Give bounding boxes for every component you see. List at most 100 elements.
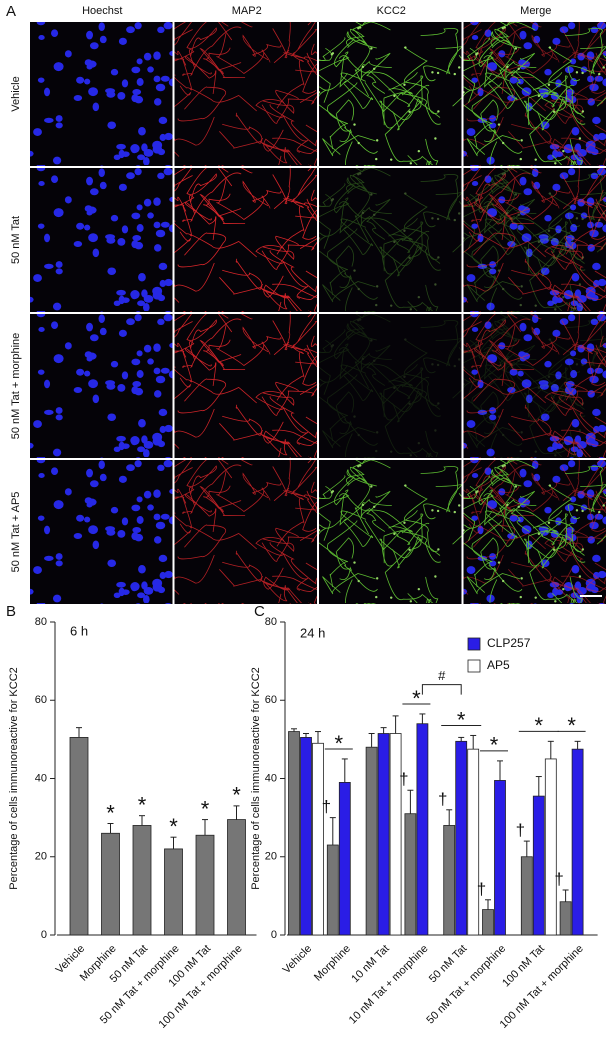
dagger: † xyxy=(399,770,408,789)
channel xyxy=(463,460,606,604)
bar xyxy=(494,780,506,936)
channel xyxy=(463,314,606,458)
y-tick-label: 20 xyxy=(35,851,47,863)
y-axis-label: Percentage of cells immunoreactive for K… xyxy=(8,667,20,890)
bar xyxy=(300,737,312,936)
x-tick-label: 10 nM Tat + morphine xyxy=(347,943,431,1027)
dagger: † xyxy=(554,869,563,888)
micrograph xyxy=(30,314,173,458)
channel xyxy=(30,314,173,458)
y-tick-label: 40 xyxy=(265,772,277,784)
column-header: KCC2 xyxy=(377,5,406,17)
significance-star: * xyxy=(490,733,499,758)
significance-star: * xyxy=(457,707,466,732)
row-label: 50 nM Tat + AP5 xyxy=(10,492,22,573)
bar xyxy=(404,813,417,936)
micrograph xyxy=(319,22,462,166)
channel xyxy=(319,22,462,166)
dagger: † xyxy=(438,789,447,808)
significance-star: * xyxy=(169,814,178,839)
row-label: 50 nM Tat + morphine xyxy=(10,333,22,440)
micrograph xyxy=(174,22,317,166)
bar xyxy=(312,742,324,936)
bar xyxy=(532,795,545,936)
channel xyxy=(30,168,173,312)
bar xyxy=(132,825,152,936)
channel xyxy=(463,168,606,312)
micrograph xyxy=(174,168,317,312)
panel-label: A xyxy=(6,3,16,20)
micrograph xyxy=(463,314,606,458)
column-header: Hoechst xyxy=(82,5,122,17)
bar xyxy=(455,740,468,936)
bar xyxy=(69,737,89,936)
micrograph xyxy=(319,460,462,604)
y-tick-label: 0 xyxy=(41,929,47,941)
channel xyxy=(174,22,317,166)
row-label: 50 nM Tat xyxy=(10,216,22,264)
y-axis-label: Percentage of cells immunoreactive for K… xyxy=(250,667,262,890)
y-tick-label: 20 xyxy=(265,851,277,863)
y-tick-label: 0 xyxy=(271,929,277,941)
panel-label: C xyxy=(254,603,265,620)
bar xyxy=(571,748,584,936)
bar xyxy=(544,758,557,936)
bar xyxy=(377,733,390,936)
micrograph xyxy=(463,460,606,604)
time-label: 6 h xyxy=(70,623,88,638)
channel xyxy=(319,314,462,458)
micrograph xyxy=(463,22,606,166)
micrograph xyxy=(319,314,462,458)
channel xyxy=(174,314,317,458)
x-tick-label: Vehicle xyxy=(281,943,315,977)
bar xyxy=(195,834,215,936)
column-header: Merge xyxy=(520,5,551,17)
channel xyxy=(30,22,173,166)
bar xyxy=(338,782,351,936)
dagger: † xyxy=(516,821,525,840)
legend-label: CLP257 xyxy=(487,636,531,650)
significance-star: * xyxy=(412,686,421,711)
channel xyxy=(174,460,317,604)
significance-star: * xyxy=(232,783,241,808)
bar xyxy=(389,733,402,936)
significance-star: * xyxy=(201,796,210,821)
channel xyxy=(319,168,462,312)
bar xyxy=(101,832,120,936)
channel xyxy=(30,460,173,604)
channel xyxy=(174,168,317,312)
bar xyxy=(520,856,533,936)
significance-star: * xyxy=(535,713,544,738)
micrograph xyxy=(174,460,317,604)
bar xyxy=(416,723,429,936)
bar xyxy=(365,746,378,936)
y-tick-label: 60 xyxy=(35,694,47,706)
legend-swatch xyxy=(467,637,481,651)
micrograph xyxy=(319,168,462,312)
bar xyxy=(288,731,300,936)
micrograph xyxy=(30,22,173,166)
x-tick-label: 50 nM Tat + morphine xyxy=(424,943,508,1027)
panel-label: B xyxy=(6,603,16,620)
y-tick-label: 80 xyxy=(35,616,47,628)
y-tick-label: 40 xyxy=(35,772,47,784)
micrograph xyxy=(30,168,173,312)
y-tick-label: 80 xyxy=(265,616,277,628)
bar xyxy=(482,909,494,936)
micrograph xyxy=(463,168,606,312)
channel xyxy=(319,460,462,604)
dagger: † xyxy=(477,879,486,898)
bar xyxy=(443,825,456,936)
bar xyxy=(467,748,480,936)
significance-star: * xyxy=(138,792,147,817)
column-header: MAP2 xyxy=(232,5,262,17)
row-label: Vehicle xyxy=(10,76,22,111)
bracket-label: # xyxy=(438,668,446,683)
x-tick-label: Morphine xyxy=(312,943,353,984)
significance-star: * xyxy=(335,731,344,756)
channel xyxy=(463,22,606,166)
time-label: 24 h xyxy=(300,625,325,640)
bar xyxy=(559,901,572,936)
bar xyxy=(227,819,246,936)
